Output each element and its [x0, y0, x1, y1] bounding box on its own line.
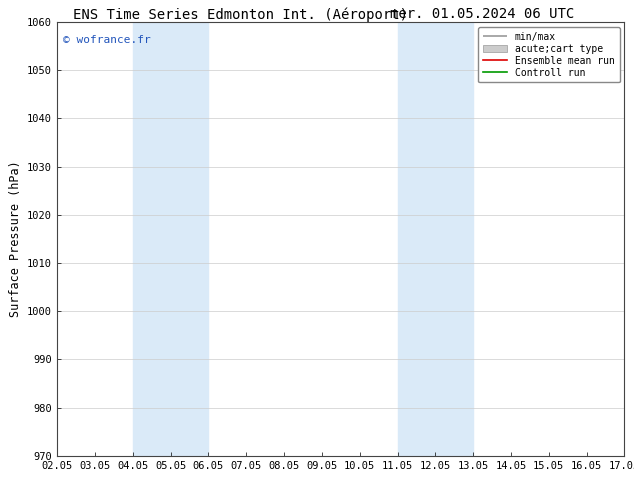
Text: mer. 01.05.2024 06 UTC: mer. 01.05.2024 06 UTC	[390, 7, 574, 22]
Text: © wofrance.fr: © wofrance.fr	[63, 35, 150, 45]
Text: ENS Time Series Edmonton Int. (Aéroport): ENS Time Series Edmonton Int. (Aéroport)	[74, 7, 408, 22]
Bar	[398, 22, 473, 456]
Legend: min/max, acute;cart type, Ensemble mean run, Controll run: min/max, acute;cart type, Ensemble mean …	[478, 27, 619, 82]
Y-axis label: Surface Pressure (hPa): Surface Pressure (hPa)	[9, 161, 22, 317]
Bar	[133, 22, 209, 456]
